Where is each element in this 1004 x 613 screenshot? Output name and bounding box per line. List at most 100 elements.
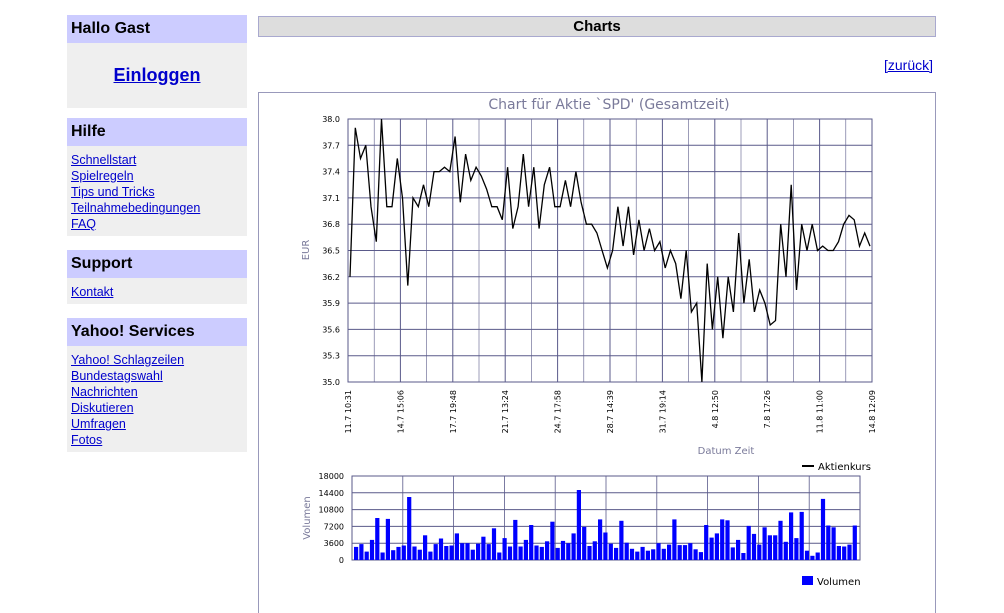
help-links: Schnellstart Spielregeln Tips und Tricks… [67,146,247,236]
link-teilnahmebedingungen[interactable]: Teilnahmebedingungen [71,201,201,215]
volume-bar [688,543,693,560]
volume-bar [444,546,449,560]
volume-bar [534,545,539,560]
volume-bar [794,538,799,560]
volume-y-axis-label: Volumen [302,496,313,540]
volume-y-tick-label: 14400 [319,489,344,498]
link-fotos[interactable]: Fotos [71,433,103,447]
volume-bar [736,539,741,560]
price-x-tick-label: 11.7 10:31 [344,390,353,433]
volume-bar [470,549,475,560]
volume-bar [476,543,481,560]
price-x-tick-label: 14.7 15:06 [396,390,405,433]
volume-bar [545,541,550,560]
volume-bar [667,544,672,560]
volume-bar [778,520,783,560]
volume-bar [767,535,772,560]
price-x-tick-label: 11.8 11:00 [816,390,825,433]
price-y-ticks: 35.0 35.3 35.6 35.9 36.2 36.5 36.8 37.1 37.4 37.7… [322,115,340,387]
yahoo-links: Yahoo! Schlagzeilen Bundestagswahl Nachr… [67,346,247,452]
volume-y-tick-label: 0 [339,556,344,565]
volume-bar [842,546,847,560]
volume-y-tick-label: 3600 [324,539,344,548]
volume-bar [481,536,486,560]
volume-bar [614,547,619,560]
volume-bar [380,552,385,560]
back-link[interactable]: [zurück] [884,57,934,73]
price-legend-label: Aktienkurs [818,462,871,473]
volume-bar [396,546,401,560]
price-x-tick-label: 28.7 14:39 [606,390,615,433]
volume-bar [407,497,412,560]
volume-bar [704,525,709,560]
volume-bar [555,547,560,560]
volume-bar [852,525,857,560]
volume-bar [598,519,603,560]
volume-bar [746,525,751,560]
volume-bar [566,543,571,560]
volume-bar [423,535,428,560]
link-tips-und-tricks[interactable]: Tips und Tricks [71,185,155,199]
volume-bar [385,518,390,560]
volume-bar [417,549,422,560]
price-y-tick-label: 35.6 [322,325,340,334]
page-title: Charts [258,16,936,37]
price-x-tick-label: 24.7 17:58 [554,390,563,433]
volume-bar [465,543,470,560]
price-y-axis-label: EUR [301,240,312,261]
volume-bar [587,546,592,560]
volume-bar [354,546,359,560]
volume-bar [730,547,735,560]
volume-bar [364,551,369,560]
volume-bar [804,550,810,560]
price-x-tick-label: 7.8 17:26 [763,390,772,428]
link-diskutieren[interactable]: Diskutieren [71,401,134,415]
volume-y-tick-label: 7200 [324,522,344,531]
price-y-tick-label: 36.5 [322,247,340,256]
price-y-tick-label: 35.3 [322,352,340,361]
volume-bar [651,549,656,560]
link-yahoo-schlagzeilen[interactable]: Yahoo! Schlagzeilen [71,353,185,367]
volume-bar [661,548,666,560]
volume-bar [550,521,555,560]
link-faq[interactable]: FAQ [71,217,97,231]
volume-bar [693,549,698,560]
volume-bar [624,542,629,560]
volume-bar [645,550,650,560]
volume-bar [582,526,587,560]
login-link[interactable]: Einloggen [113,65,201,85]
volume-bar [523,539,528,560]
sidebar: Hallo Gast Einloggen Hilfe Schnellstart … [67,15,247,452]
volume-bar [401,545,406,560]
volume-y-ticks: 0 3600 7200 10800 14400 18000 [319,472,344,565]
volume-bar [513,519,518,560]
link-umfragen[interactable]: Umfragen [71,417,126,431]
volume-y-tick-label: 18000 [319,472,344,481]
volume-bar [799,511,804,560]
price-x-tick-label: 21.7 13:24 [501,390,510,433]
volume-bar [709,537,714,560]
link-kontakt[interactable]: Kontakt [71,285,114,299]
link-nachrichten[interactable]: Nachrichten [71,385,138,399]
volume-bars [354,490,857,560]
volume-bar [682,545,688,560]
link-bundestagswahl[interactable]: Bundestagswahl [71,369,163,383]
price-series-line [349,118,871,383]
help-header: Hilfe [67,118,247,146]
link-schnellstart[interactable]: Schnellstart [71,153,137,167]
volume-bar [518,546,523,560]
volume-bar [677,545,682,560]
price-y-tick-label: 35.0 [322,378,340,387]
volume-bar [491,528,497,560]
volume-bar [741,553,746,560]
volume-bar [720,519,725,560]
volume-bar [672,519,677,560]
price-x-axis-label: Datum Zeit [698,446,755,457]
volume-bar [486,544,491,560]
volume-bar [757,544,762,560]
link-spielregeln[interactable]: Spielregeln [71,169,134,183]
volume-bar [497,552,502,560]
volume-bar [815,552,820,560]
volume-legend-swatch [802,576,813,585]
support-links: Kontakt [67,278,247,304]
